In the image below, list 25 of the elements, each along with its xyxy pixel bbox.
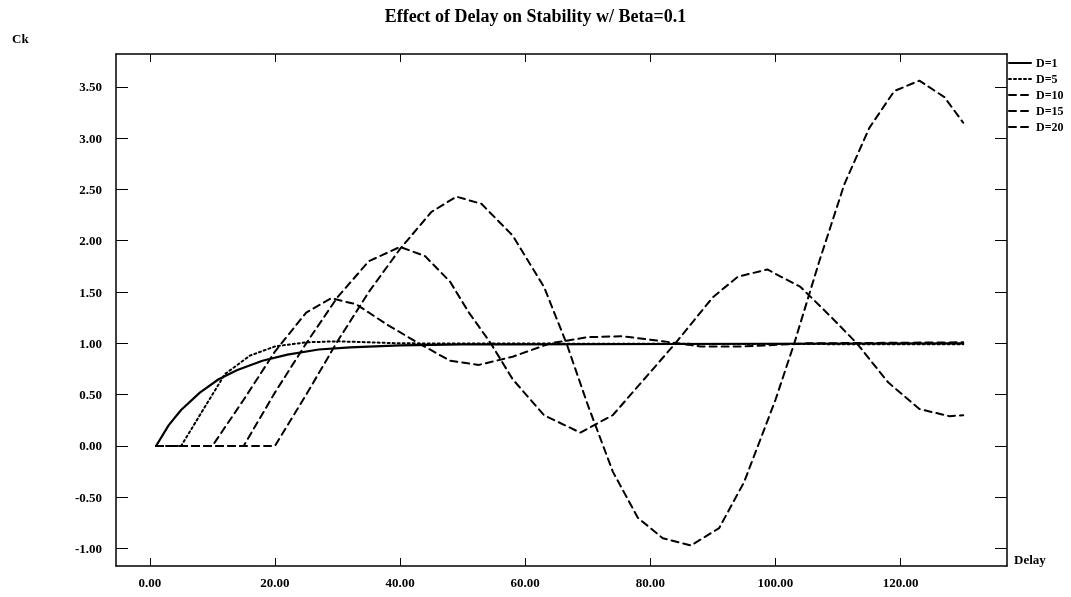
y-tick-label: 1.50 <box>79 284 102 300</box>
y-tick-label: 0.00 <box>79 438 102 454</box>
x-tick-label: 60.00 <box>510 575 540 590</box>
chart-title: Effect of Delay on Stability w/ Beta=0.1 <box>384 6 687 26</box>
y-tick-label: 0.50 <box>79 387 102 403</box>
x-tick-label: 120.00 <box>882 575 919 590</box>
legend-label: D=10 <box>1036 88 1064 102</box>
y-axis-title: Ck <box>12 31 30 46</box>
y-tick-label: 2.00 <box>79 233 102 249</box>
y-tick-label: -0.50 <box>74 489 102 505</box>
x-tick-label: 20.00 <box>260 575 290 590</box>
x-tick-label: 0.00 <box>138 575 162 590</box>
y-tick-label: 3.50 <box>79 79 102 95</box>
x-tick-label: 80.00 <box>635 575 665 590</box>
legend-label: D=1 <box>1036 56 1058 70</box>
x-tick-label: 100.00 <box>757 575 794 590</box>
legend-label: D=20 <box>1036 120 1064 134</box>
y-tick-label: 1.00 <box>79 335 102 351</box>
x-tick-label: 40.00 <box>385 575 415 590</box>
legend-label: D=15 <box>1036 104 1064 118</box>
x-axis-title: Delay <box>1014 552 1047 567</box>
y-tick-label: -1.00 <box>74 541 102 557</box>
y-tick-label: 3.00 <box>79 130 102 146</box>
legend-label: D=5 <box>1036 72 1058 86</box>
y-tick-label: 2.50 <box>79 181 102 197</box>
